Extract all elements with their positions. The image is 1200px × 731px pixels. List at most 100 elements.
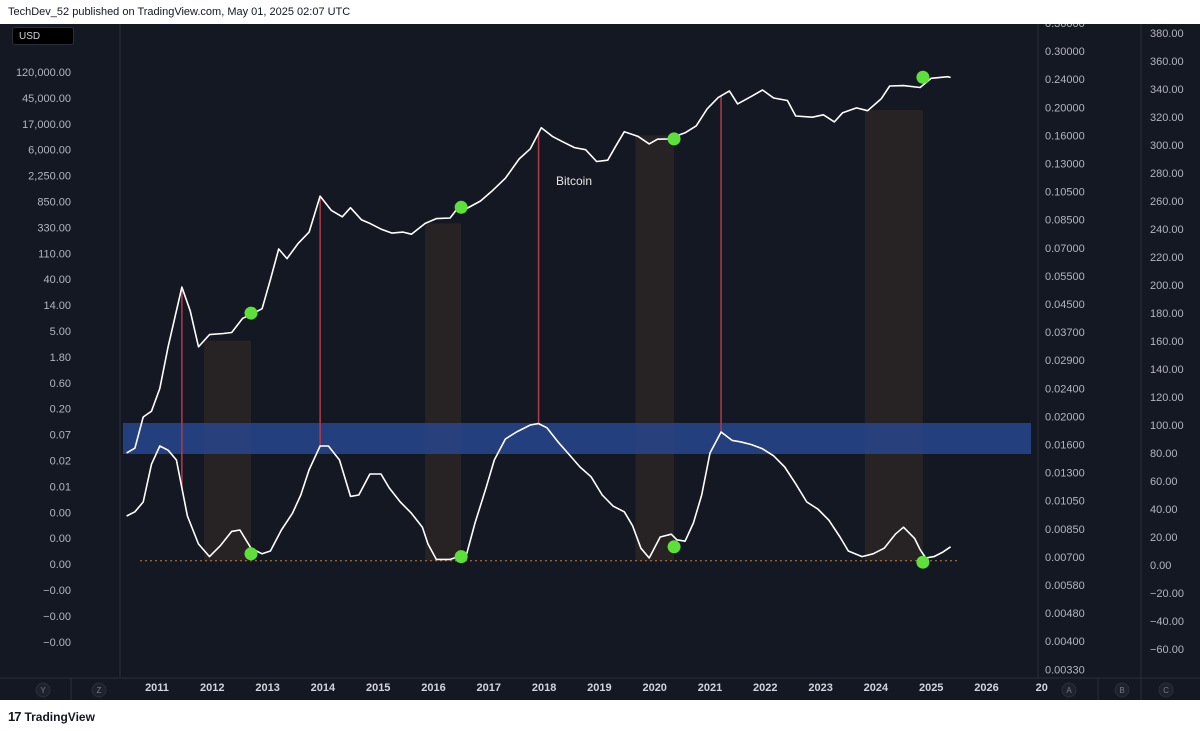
right-axis-label-19: 0.00 [1150, 560, 1171, 572]
mid-axis-label-6: 0.10500 [1045, 187, 1085, 199]
right-axis-label-4: 300.00 [1150, 140, 1184, 152]
x-axis-label-3: 2014 [311, 682, 336, 694]
left-axis-label-22: −0.00 [43, 637, 71, 649]
mid-axis-label-9: 0.05500 [1045, 271, 1085, 283]
mid-axis-label-22: 0.00400 [1045, 636, 1085, 648]
mid-axis-label-4: 0.16000 [1045, 130, 1085, 142]
axis-badge-c [1158, 682, 1174, 698]
right-axis-label-10: 180.00 [1150, 308, 1184, 320]
green-marker-3 [916, 70, 930, 84]
right-axis-label-21: −40.00 [1150, 616, 1184, 628]
annotations: Bitcoin [556, 174, 592, 188]
grid [0, 24, 1200, 679]
right-axis-label-5: 280.00 [1150, 168, 1184, 180]
x-axis-label-0: 2011 [145, 682, 169, 694]
x-axis-label-1: 2012 [200, 682, 224, 694]
right-axis-label-22: −60.00 [1150, 644, 1184, 656]
mid-axis-label-12: 0.02900 [1045, 355, 1085, 367]
x-axis-label-7: 2018 [532, 682, 556, 694]
green-markers [244, 70, 930, 569]
green-marker-6 [667, 540, 681, 554]
green-marker-7 [916, 555, 930, 569]
chart[interactable]: Bitcoin 120,000.00 45,000.00 17,000.00 6,00… [0, 24, 1200, 700]
blue-band-rect [123, 423, 1031, 454]
left-axis-label-17: 0.00 [50, 507, 71, 519]
x-axis-label-6: 2017 [477, 682, 501, 694]
x-axis-label-10: 2021 [698, 682, 722, 694]
left-axis-label-8: 40.00 [43, 274, 71, 286]
green-marker-1 [454, 200, 468, 214]
mid-axis-label-2: 0.24000 [1045, 74, 1085, 86]
right-axis-label-8: 220.00 [1150, 252, 1184, 264]
mid-axis-label-10: 0.04500 [1045, 299, 1085, 311]
x-axis-label-12: 2023 [808, 682, 832, 694]
left-axis-label-20: −0.00 [43, 585, 71, 597]
left-axis-label-4: 2,250.00 [28, 171, 71, 183]
left-axis-label-9: 14.00 [43, 300, 71, 312]
mid-axis-label-15: 0.01600 [1045, 440, 1085, 452]
green-marker-2 [667, 132, 681, 146]
left-axis-label-0: 120,000.00 [16, 67, 71, 79]
shaded-zones [204, 109, 923, 561]
x-axis-label-9: 2020 [642, 682, 666, 694]
currency-button[interactable]: USD [12, 27, 74, 45]
right-axis-label-9: 200.00 [1150, 280, 1184, 292]
axis-badge-y [35, 682, 51, 698]
mid-axis-label-5: 0.13000 [1045, 159, 1085, 171]
axis-badge-label-z: Z [97, 686, 102, 695]
green-marker-5 [454, 550, 468, 564]
right-axis-label-6: 260.00 [1150, 196, 1184, 208]
left-axis-label-12: 0.60 [50, 378, 71, 390]
right-axis-label-17: 40.00 [1150, 504, 1178, 516]
mid-axis-label-13: 0.02400 [1045, 383, 1085, 395]
series-oscillator [126, 422, 952, 561]
green-marker-4 [244, 547, 258, 561]
x-axis-label-11: 2022 [753, 682, 777, 694]
axis-badge-a [1061, 682, 1077, 698]
mid-axis-label-20: 0.00580 [1045, 580, 1085, 592]
right-axis-label-14: 100.00 [1150, 420, 1184, 432]
brand-label: TradingView [24, 709, 95, 724]
mid-axis-label-7: 0.08500 [1045, 215, 1085, 227]
left-axis-label-7: 110.00 [38, 248, 71, 260]
right-axis-label-11: 160.00 [1150, 336, 1184, 348]
x-axis-label-4: 2015 [366, 682, 390, 694]
x-axis-label-14: 2025 [919, 682, 943, 694]
mid-axis-label-19: 0.00700 [1045, 552, 1085, 564]
left-axis-label-13: 0.20 [50, 404, 71, 416]
brand[interactable]: 17 TradingView [8, 709, 95, 724]
publisher-text: TechDev_52 published on TradingView.com,… [8, 6, 351, 18]
left-axis-label-3: 6,000.00 [28, 145, 71, 157]
mid-axis-label-8: 0.07000 [1045, 243, 1085, 255]
axis-badge-label-a: A [1066, 686, 1072, 695]
right-axis-label-7: 240.00 [1150, 224, 1184, 236]
mid-axis-label-3: 0.20000 [1045, 102, 1085, 114]
x-axis-label-2: 2013 [255, 682, 279, 694]
footer-bar: 17 TradingView [0, 700, 1200, 731]
left-axis-label-5: 850.00 [37, 197, 71, 209]
axes: 120,000.00 45,000.00 17,000.00 6,000.00 2,25… [16, 24, 1184, 700]
mid-axis-label-14: 0.02000 [1045, 411, 1085, 423]
tradingview-logo-icon: 17 [8, 709, 22, 724]
green-marker-0 [244, 306, 258, 320]
right-axis-label-12: 140.00 [1150, 364, 1184, 376]
mid-axis-label-1: 0.30000 [1045, 46, 1085, 58]
right-axis-label-20: −20.00 [1150, 588, 1184, 600]
mid-axis-label-16: 0.01300 [1045, 468, 1085, 480]
right-axis-label-13: 120.00 [1150, 392, 1184, 404]
left-axis-label-11: 1.80 [50, 352, 71, 364]
left-axis-label-18: 0.00 [50, 533, 71, 545]
zone-2 [635, 135, 675, 561]
right-axis-label-0: 380.00 [1150, 28, 1184, 40]
right-axis-label-15: 80.00 [1150, 448, 1178, 460]
blue-band [123, 423, 1031, 454]
red-lines [181, 95, 722, 488]
axis-badge-label-b: B [1119, 686, 1124, 695]
right-axis-label-18: 20.00 [1150, 532, 1178, 544]
axis-badge-label-y: Y [40, 686, 46, 695]
x-axis-label-5: 2016 [421, 682, 445, 694]
axis-badge-label-c: C [1163, 686, 1169, 695]
right-axis-label-1: 360.00 [1150, 56, 1184, 68]
right-axis-label-16: 60.00 [1150, 476, 1178, 488]
chart-background [0, 24, 1200, 700]
